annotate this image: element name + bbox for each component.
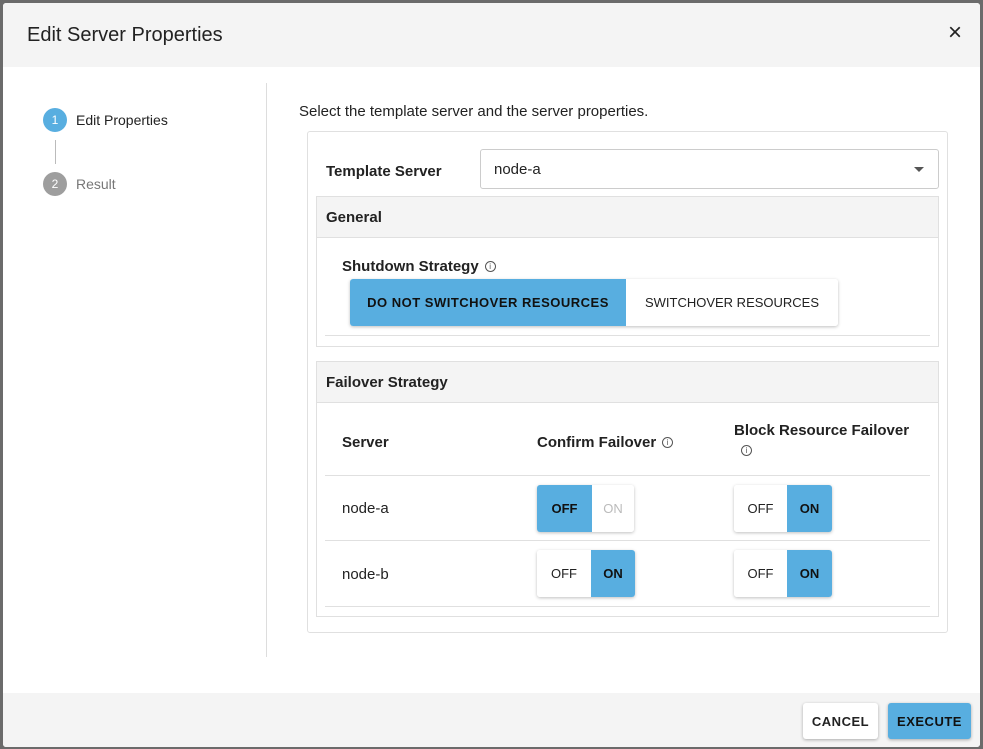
- divider: [325, 540, 930, 541]
- failover-section: Failover Strategy Server Confirm Failove…: [316, 361, 939, 617]
- on-option[interactable]: ON: [787, 485, 832, 532]
- properties-panel: Template Server node-a General Shutdown …: [307, 131, 948, 633]
- block-failover-toggle-node-b: OFF ON: [734, 550, 832, 597]
- confirm-failover-toggle-node-a: OFF ON: [537, 485, 634, 532]
- step-number: 1: [43, 108, 67, 132]
- step-number: 2: [43, 172, 67, 196]
- on-option: ON: [592, 485, 634, 532]
- general-heading: General: [317, 197, 938, 238]
- stepper: 1 Edit Properties 2 Result: [43, 108, 168, 196]
- failover-title: Failover Strategy: [326, 374, 448, 391]
- template-server-value: node-a: [494, 161, 541, 178]
- info-icon[interactable]: i: [484, 261, 496, 272]
- server-name: node-b: [342, 566, 389, 583]
- do-not-switchover-option[interactable]: DO NOT SWITCHOVER RESOURCES: [350, 279, 626, 326]
- off-option[interactable]: OFF: [734, 550, 787, 597]
- confirm-failover-toggle-node-b: OFF ON: [537, 550, 635, 597]
- switchover-option[interactable]: SWITCHOVER RESOURCES: [626, 279, 838, 326]
- general-title: General: [326, 209, 382, 226]
- block-failover-header: Block Resource Failover i: [734, 422, 909, 459]
- dialog-footer: CANCEL EXECUTE: [3, 693, 980, 747]
- step-label: Edit Properties: [76, 112, 168, 128]
- divider: [325, 475, 930, 476]
- divider: [325, 335, 930, 336]
- execute-button[interactable]: EXECUTE: [888, 703, 971, 739]
- template-server-label: Template Server: [326, 163, 442, 180]
- server-column-header: Server: [342, 434, 389, 451]
- dialog-header: Edit Server Properties ×: [3, 3, 980, 67]
- server-name: node-a: [342, 500, 389, 517]
- confirm-failover-text: Confirm Failover: [537, 434, 657, 451]
- step-result: 2 Result: [43, 172, 168, 196]
- on-option[interactable]: ON: [787, 550, 832, 597]
- edit-server-properties-dialog: Edit Server Properties × 1 Edit Properti…: [3, 3, 980, 747]
- step-label: Result: [76, 176, 116, 192]
- step-edit-properties: 1 Edit Properties: [43, 108, 168, 132]
- intro-text: Select the template server and the serve…: [299, 103, 649, 120]
- off-option[interactable]: OFF: [537, 550, 591, 597]
- shutdown-strategy-label: Shutdown Strategy i: [342, 258, 496, 275]
- divider: [266, 83, 267, 657]
- close-icon[interactable]: ×: [947, 19, 962, 46]
- step-connector: [55, 140, 56, 164]
- off-option[interactable]: OFF: [537, 485, 592, 532]
- template-server-select[interactable]: node-a: [480, 149, 939, 189]
- shutdown-strategy-text: Shutdown Strategy: [342, 258, 479, 275]
- info-icon[interactable]: i: [741, 445, 752, 456]
- divider: [325, 606, 930, 607]
- on-option[interactable]: ON: [591, 550, 635, 597]
- cancel-button[interactable]: CANCEL: [803, 703, 878, 739]
- failover-heading: Failover Strategy: [317, 362, 938, 403]
- general-section: General Shutdown Strategy i DO NOT SWITCH…: [316, 196, 939, 347]
- confirm-failover-header: Confirm Failover i: [537, 434, 674, 451]
- block-failover-text: Block Resource Failover: [734, 422, 910, 439]
- off-option[interactable]: OFF: [734, 485, 787, 532]
- block-failover-toggle-node-a: OFF ON: [734, 485, 832, 532]
- info-icon[interactable]: i: [662, 437, 674, 448]
- shutdown-strategy-toggle: DO NOT SWITCHOVER RESOURCES SWITCHOVER R…: [350, 279, 838, 326]
- dialog-title: Edit Server Properties: [27, 24, 223, 46]
- chevron-down-icon: [914, 167, 924, 172]
